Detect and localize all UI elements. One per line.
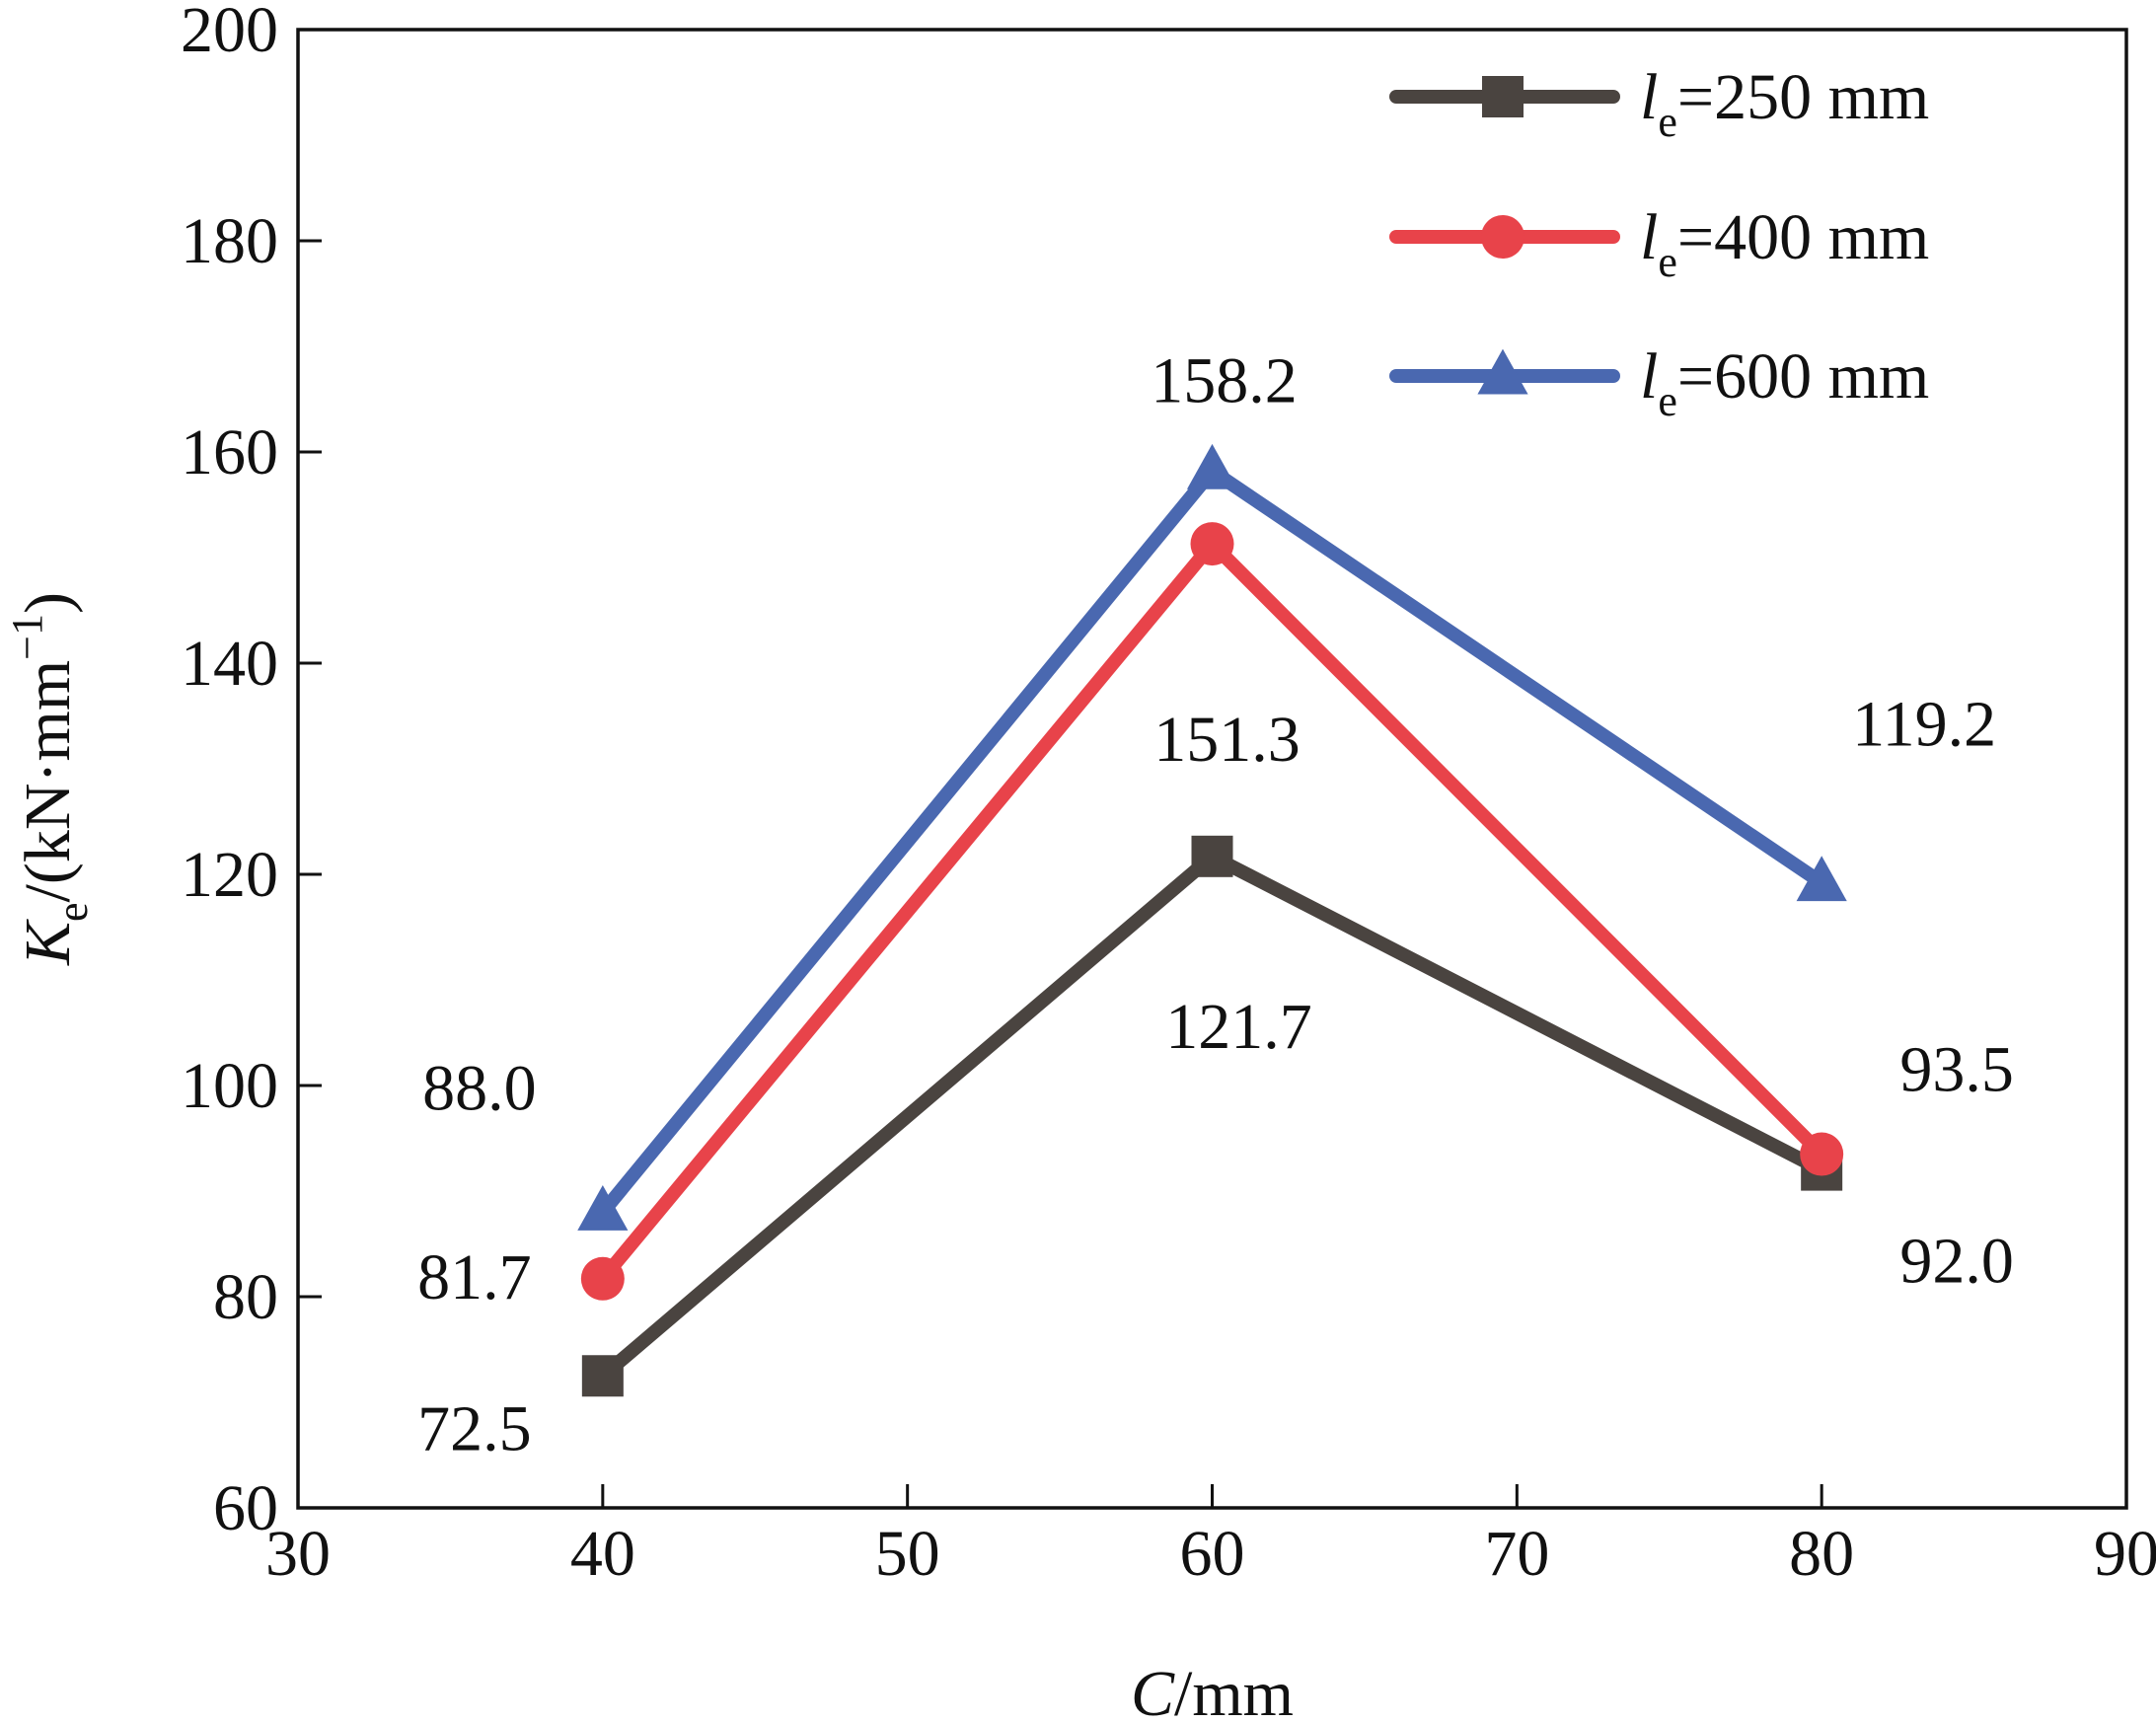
y-tick-label-120: 120 (181, 839, 278, 911)
legend-marker-0 (1482, 76, 1524, 117)
data-labels: 72.5 121.7 92.0 81.7 151.3 93.5 88.0 158.2 119.2 (417, 344, 2014, 1464)
x-tick-label-30: 30 (265, 1518, 331, 1590)
data-label-s1-p0: 81.7 (417, 1241, 532, 1313)
series-1-point-1 (1190, 522, 1234, 566)
axis-titles: C/mm Ke/(kN·mm−1) (3, 592, 1294, 1723)
series-1-point-2 (1800, 1132, 1844, 1176)
y-axis-title: Ke/(kN·mm−1) (3, 592, 97, 966)
y-tick-label-180: 180 (181, 205, 278, 277)
legend-label-2: le=600 mm (1640, 340, 1929, 425)
data-label-s2-p2: 119.2 (1852, 689, 1996, 761)
data-label-s1-p1: 151.3 (1153, 704, 1301, 776)
y-tick-label-80: 80 (213, 1261, 278, 1333)
series-layer (577, 443, 1847, 1397)
series-2-point-0 (577, 1185, 629, 1231)
x-tick-label-90: 90 (2094, 1518, 2156, 1590)
x-tick-label-40: 40 (570, 1518, 635, 1590)
data-label-s0-p1: 121.7 (1165, 991, 1312, 1063)
legend-marker-1 (1481, 215, 1524, 259)
series-0-point-0 (581, 1355, 624, 1397)
y-tick-label-60: 60 (213, 1472, 278, 1544)
series-2-point-2 (1796, 856, 1847, 902)
series-1-line (597, 533, 1827, 1284)
legend-marker-2 (1477, 348, 1528, 395)
series-2-point-1 (1186, 443, 1238, 489)
data-label-s0-p2: 92.0 (1899, 1226, 2014, 1298)
x-tick-label-60: 60 (1180, 1518, 1245, 1590)
y-tick-label-100: 100 (181, 1050, 278, 1122)
y-tick-label-140: 140 (181, 628, 278, 700)
data-label-s2-p0: 88.0 (422, 1052, 537, 1124)
data-label-s0-p0: 72.5 (417, 1392, 532, 1464)
x-axis-title: C/mm (1131, 1658, 1294, 1723)
series-0-line (598, 848, 1825, 1382)
x-tick-label-50: 50 (875, 1518, 940, 1590)
x-tick-label-70: 70 (1484, 1518, 1549, 1590)
series-1-point-0 (580, 1256, 625, 1301)
data-label-s1-p2: 93.5 (1899, 1034, 2014, 1106)
y-tick-label-200: 200 (181, 0, 278, 66)
data-label-s2-p1: 158.2 (1151, 344, 1298, 416)
legend: le=250 mm le=400 mm le=600 mm (1389, 61, 1929, 425)
x-tick-label-80: 80 (1789, 1518, 1854, 1590)
y-tick-label-160: 160 (181, 416, 278, 488)
legend-label-1: le=400 mm (1640, 201, 1929, 286)
legend-label-0: le=250 mm (1640, 61, 1929, 146)
axes: 30 40 50 60 70 80 90 60 80 100 120 140 160 180 200 (181, 0, 2156, 1590)
series-0-point-1 (1191, 835, 1233, 877)
